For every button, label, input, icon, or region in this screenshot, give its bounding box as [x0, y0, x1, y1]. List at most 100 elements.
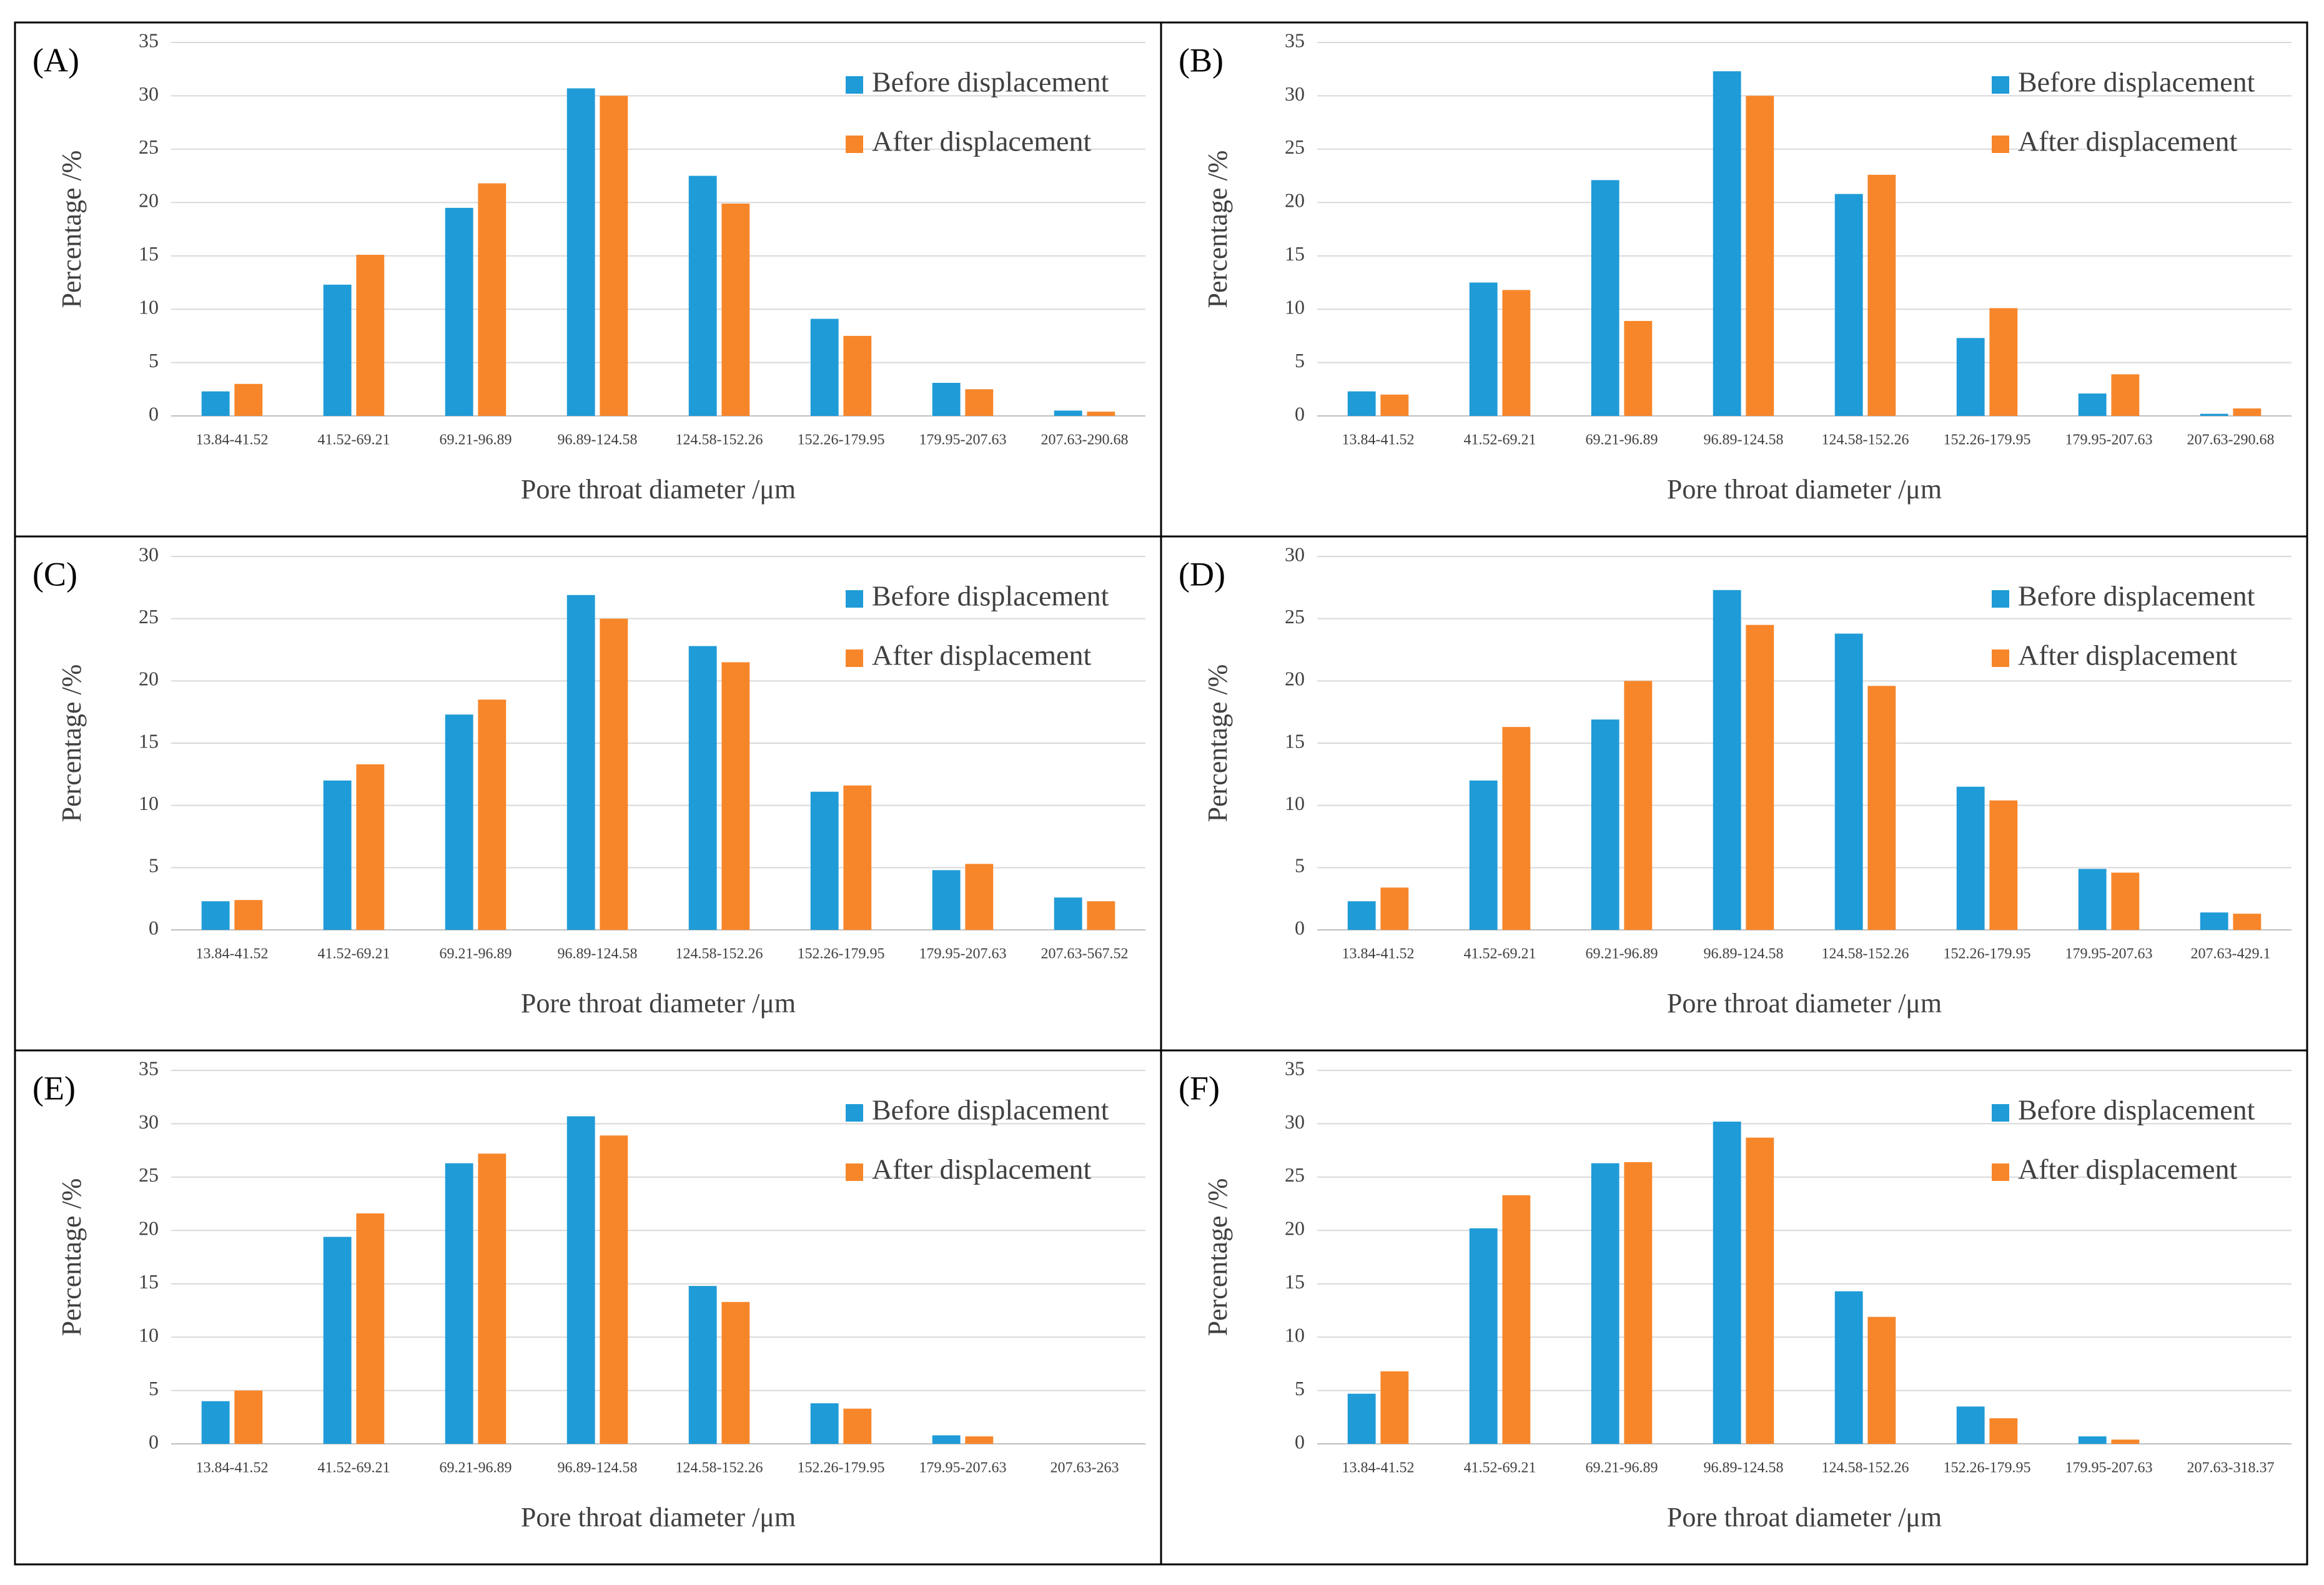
x-tick-label: 41.52-69.21 [1464, 432, 1536, 448]
y-tick-label: 20 [1285, 1217, 1305, 1240]
x-tick-label: 13.84-41.52 [1342, 432, 1415, 448]
bar [1746, 625, 1774, 930]
y-tick-label: 15 [1285, 1270, 1305, 1293]
y-tick-label: 25 [1285, 136, 1305, 158]
bar [1591, 719, 1619, 930]
bar [234, 900, 263, 930]
bar [1624, 320, 1653, 416]
bar [1502, 727, 1531, 930]
x-tick-label: 124.58-152.26 [1822, 432, 1909, 448]
bar [932, 1435, 961, 1444]
bar [1347, 391, 1376, 416]
y-tick-label: 10 [139, 1323, 159, 1346]
bar [932, 383, 961, 416]
y-tick-label: 25 [139, 136, 159, 158]
legend-swatch [846, 76, 863, 94]
bar [600, 1135, 628, 1444]
x-tick-label: 207.63-429.1 [2191, 946, 2271, 962]
legend-label: After displacement [872, 1153, 1091, 1185]
y-tick-label: 35 [1285, 29, 1305, 51]
legend-label: After displacement [872, 639, 1091, 671]
panel: 0 5 10 15 20 25 30 35 13.84-41.52 41.52-69.21 69.2… [1160, 21, 2308, 538]
bar [478, 1153, 507, 1444]
x-tick-label: 124.58-152.26 [676, 946, 763, 962]
y-tick-label: 20 [139, 668, 159, 690]
y-tick-label: 10 [139, 792, 159, 814]
bar [2200, 413, 2228, 416]
bar [1989, 800, 2018, 930]
y-tick-label: 5 [149, 1377, 159, 1400]
legend-label: After displacement [2018, 1153, 2237, 1185]
bar [1956, 338, 1985, 416]
x-tick-label: 124.58-152.26 [1822, 1460, 1909, 1476]
bar [843, 335, 872, 416]
bar [1624, 681, 1653, 930]
y-tick-label: 20 [139, 189, 159, 212]
y-tick-label: 30 [1285, 1110, 1305, 1133]
bar [1054, 897, 1082, 930]
bar [1591, 1163, 1619, 1444]
x-tick-label: 69.21-96.89 [440, 1460, 512, 1476]
bar [2078, 1436, 2107, 1444]
bar [478, 183, 507, 416]
y-tick-label: 15 [1285, 242, 1305, 265]
panel-label: (A) [32, 41, 79, 79]
bar [201, 901, 230, 930]
x-tick-label: 179.95-207.63 [919, 946, 1007, 962]
x-tick-label: 207.63-263 [1051, 1460, 1119, 1476]
bar [810, 1403, 839, 1444]
legend-swatch [1992, 1104, 2009, 1122]
x-tick-label: 96.89-124.58 [558, 1460, 638, 1476]
y-tick-label: 0 [149, 402, 159, 425]
y-axis-title: Percentage /% [1202, 151, 1233, 309]
y-axis-title: Percentage /% [1202, 1178, 1233, 1336]
bar [356, 1213, 385, 1444]
bar [2233, 914, 2262, 930]
x-tick-label: 207.63-290.68 [2187, 432, 2275, 448]
bar [688, 646, 717, 930]
x-tick-label: 179.95-207.63 [2065, 1460, 2153, 1476]
x-tick-label: 69.21-96.89 [1586, 432, 1658, 448]
y-tick-label: 0 [1295, 1430, 1305, 1453]
legend-swatch [1992, 590, 2009, 608]
x-tick-label: 96.89-124.58 [1704, 946, 1784, 962]
x-axis-title: Pore throat diameter /μm [521, 474, 796, 505]
y-tick-label: 20 [1285, 189, 1305, 212]
bar [1746, 1137, 1774, 1444]
y-tick-label: 15 [139, 1270, 159, 1293]
panel: 0 5 10 15 20 25 30 13.84-41.52 41.52-69.21 69.21-… [14, 535, 1162, 1052]
y-tick-label: 30 [139, 1110, 159, 1133]
y-tick-label: 20 [139, 1217, 159, 1240]
x-tick-label: 124.58-152.26 [676, 1460, 763, 1476]
x-tick-label: 13.84-41.52 [196, 946, 269, 962]
bar [1867, 174, 1896, 416]
bar [1624, 1162, 1653, 1444]
x-tick-label: 152.26-179.95 [1944, 1460, 2031, 1476]
panel-label: (F) [1179, 1069, 1220, 1107]
bar [2111, 872, 2140, 930]
y-tick-label: 5 [149, 349, 159, 372]
legend-swatch [1992, 649, 2009, 667]
bar [201, 391, 230, 416]
bar [201, 1401, 230, 1444]
y-tick-label: 25 [139, 1163, 159, 1186]
x-tick-label: 179.95-207.63 [2065, 432, 2153, 448]
bar [1469, 1228, 1498, 1444]
y-tick-label: 5 [1295, 854, 1305, 877]
panel: 0 5 10 15 20 25 30 35 13.84-41.52 41.52-69.21 69.2… [14, 1049, 1162, 1566]
legend-label: Before displacement [2018, 1094, 2255, 1126]
y-tick-label: 35 [1285, 1057, 1305, 1079]
y-tick-label: 25 [1285, 1163, 1305, 1186]
x-tick-label: 179.95-207.63 [2065, 946, 2153, 962]
y-tick-label: 25 [139, 605, 159, 628]
legend-swatch [846, 136, 863, 153]
y-tick-label: 30 [1285, 543, 1305, 565]
x-tick-label: 152.26-179.95 [798, 946, 885, 962]
x-tick-label: 13.84-41.52 [196, 432, 269, 448]
bar [445, 207, 473, 416]
x-tick-label: 207.63-290.68 [1041, 432, 1129, 448]
x-tick-label: 13.84-41.52 [1342, 1460, 1415, 1476]
bar [566, 595, 595, 930]
x-tick-label: 96.89-124.58 [558, 432, 638, 448]
bar [965, 864, 994, 930]
